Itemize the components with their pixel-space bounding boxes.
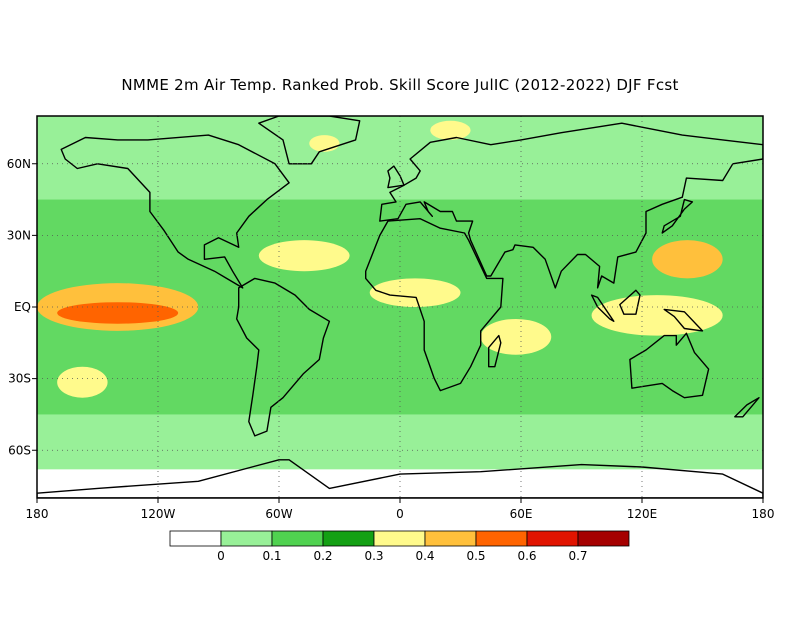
coast-north-america [60, 134, 290, 289]
coast-new-guinea [663, 308, 704, 332]
gridlines [37, 116, 763, 498]
lon-tick-label: 0 [396, 507, 404, 521]
coast-madagascar [488, 334, 502, 368]
coast-antarctica [37, 459, 763, 498]
coastlines [37, 116, 763, 498]
colorbar-label: 0.7 [568, 549, 587, 563]
lat-axis: 60N 30N EQ 30S 60S [7, 157, 37, 457]
lat-tick-label: 60N [7, 157, 31, 171]
region-maritime-continent [591, 295, 723, 336]
region-north-atlantic-patch [309, 135, 340, 152]
colorbar-swatch [424, 530, 477, 547]
coast-sumatra [590, 294, 615, 322]
lon-tick-label: 120W [141, 507, 176, 521]
region-central-pacific-core [57, 302, 179, 324]
lat-tick-label: 30S [8, 372, 31, 386]
coast-japan [661, 198, 694, 234]
colorbar-swatch [373, 530, 426, 547]
lon-tick-label: 60W [265, 507, 292, 521]
colorbar-swatch [577, 530, 630, 547]
colorbar-swatch [475, 530, 528, 547]
coast-south-america [235, 277, 331, 437]
lon-tick-label: 120E [627, 507, 658, 521]
coast-borneo [619, 289, 641, 315]
lon-tick-label: 180 [752, 507, 775, 521]
lon-tick-label: 60E [510, 507, 533, 521]
coast-eurasia [379, 122, 763, 289]
region-arctic-siberia [430, 120, 471, 140]
colorbar-label: 0.1 [262, 549, 281, 563]
map-title: NMME 2m Air Temp. Ranked Prob. Skill Sco… [121, 76, 679, 94]
colorbar-label: 0.5 [466, 549, 485, 563]
region-west-pacific-ne-philippines [652, 240, 723, 279]
lat-tick-label: EQ [14, 300, 31, 314]
region-sub-tropical-atlantic [258, 240, 350, 272]
coast-australia [629, 332, 710, 399]
colorbar-swatch [526, 530, 579, 547]
lon-tick-label: 180 [26, 507, 49, 521]
colorbar-swatch [220, 530, 273, 547]
region-south-pacific-patch [57, 366, 108, 398]
arctic-band [37, 116, 763, 131]
colorbar-swatch [322, 530, 375, 547]
colorbar-label: 0.2 [313, 549, 332, 563]
lat-tick-label: 30N [7, 228, 31, 242]
colorbar-swatch [271, 530, 324, 547]
colorbar-swatch [169, 530, 222, 547]
lon-axis: 180 120W 60W 0 60E 120E 180 [26, 498, 775, 521]
colorbar-label: 0 [217, 549, 225, 563]
coast-greenland [258, 116, 361, 165]
region-sahel [369, 278, 461, 307]
coast-new-zealand [734, 397, 760, 418]
colorbar-label: 0.6 [517, 549, 536, 563]
colorbar-label: 0.3 [364, 549, 383, 563]
lat-tick-label: 60S [8, 443, 31, 457]
region-indian-ocean-west [480, 318, 552, 355]
coast-uk [387, 165, 405, 189]
coast-africa [365, 217, 504, 392]
colorbar-label: 0.4 [415, 549, 434, 563]
colorbar: 0 0.1 0.2 0.3 0.4 0.5 0.6 0.7 [169, 530, 630, 563]
